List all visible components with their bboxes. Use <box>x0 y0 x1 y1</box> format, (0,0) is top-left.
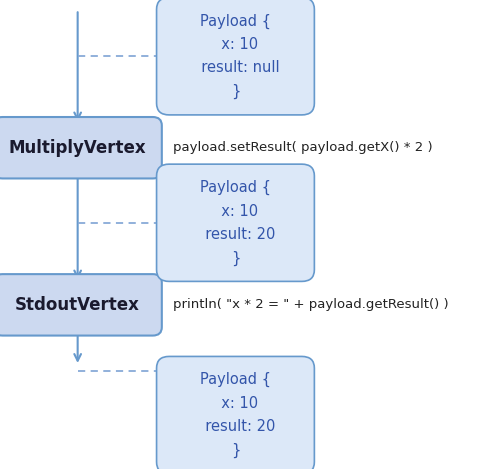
FancyBboxPatch shape <box>156 0 315 115</box>
Text: MultiplyVertex: MultiplyVertex <box>9 139 146 157</box>
Text: Payload {
  x: 10
  result: null
}: Payload { x: 10 result: null } <box>192 14 279 99</box>
Text: payload.setResult( payload.getX() * 2 ): payload.setResult( payload.getX() * 2 ) <box>173 141 432 154</box>
FancyBboxPatch shape <box>0 117 162 179</box>
Text: Payload {
  x: 10
  result: 20
}: Payload { x: 10 result: 20 } <box>196 372 275 458</box>
Text: Payload {
  x: 10
  result: 20
}: Payload { x: 10 result: 20 } <box>196 180 275 265</box>
FancyBboxPatch shape <box>156 356 315 469</box>
FancyBboxPatch shape <box>156 164 315 281</box>
Text: StdoutVertex: StdoutVertex <box>15 296 140 314</box>
Text: println( "x * 2 = " + payload.getResult() ): println( "x * 2 = " + payload.getResult(… <box>173 298 448 311</box>
FancyBboxPatch shape <box>0 274 162 336</box>
